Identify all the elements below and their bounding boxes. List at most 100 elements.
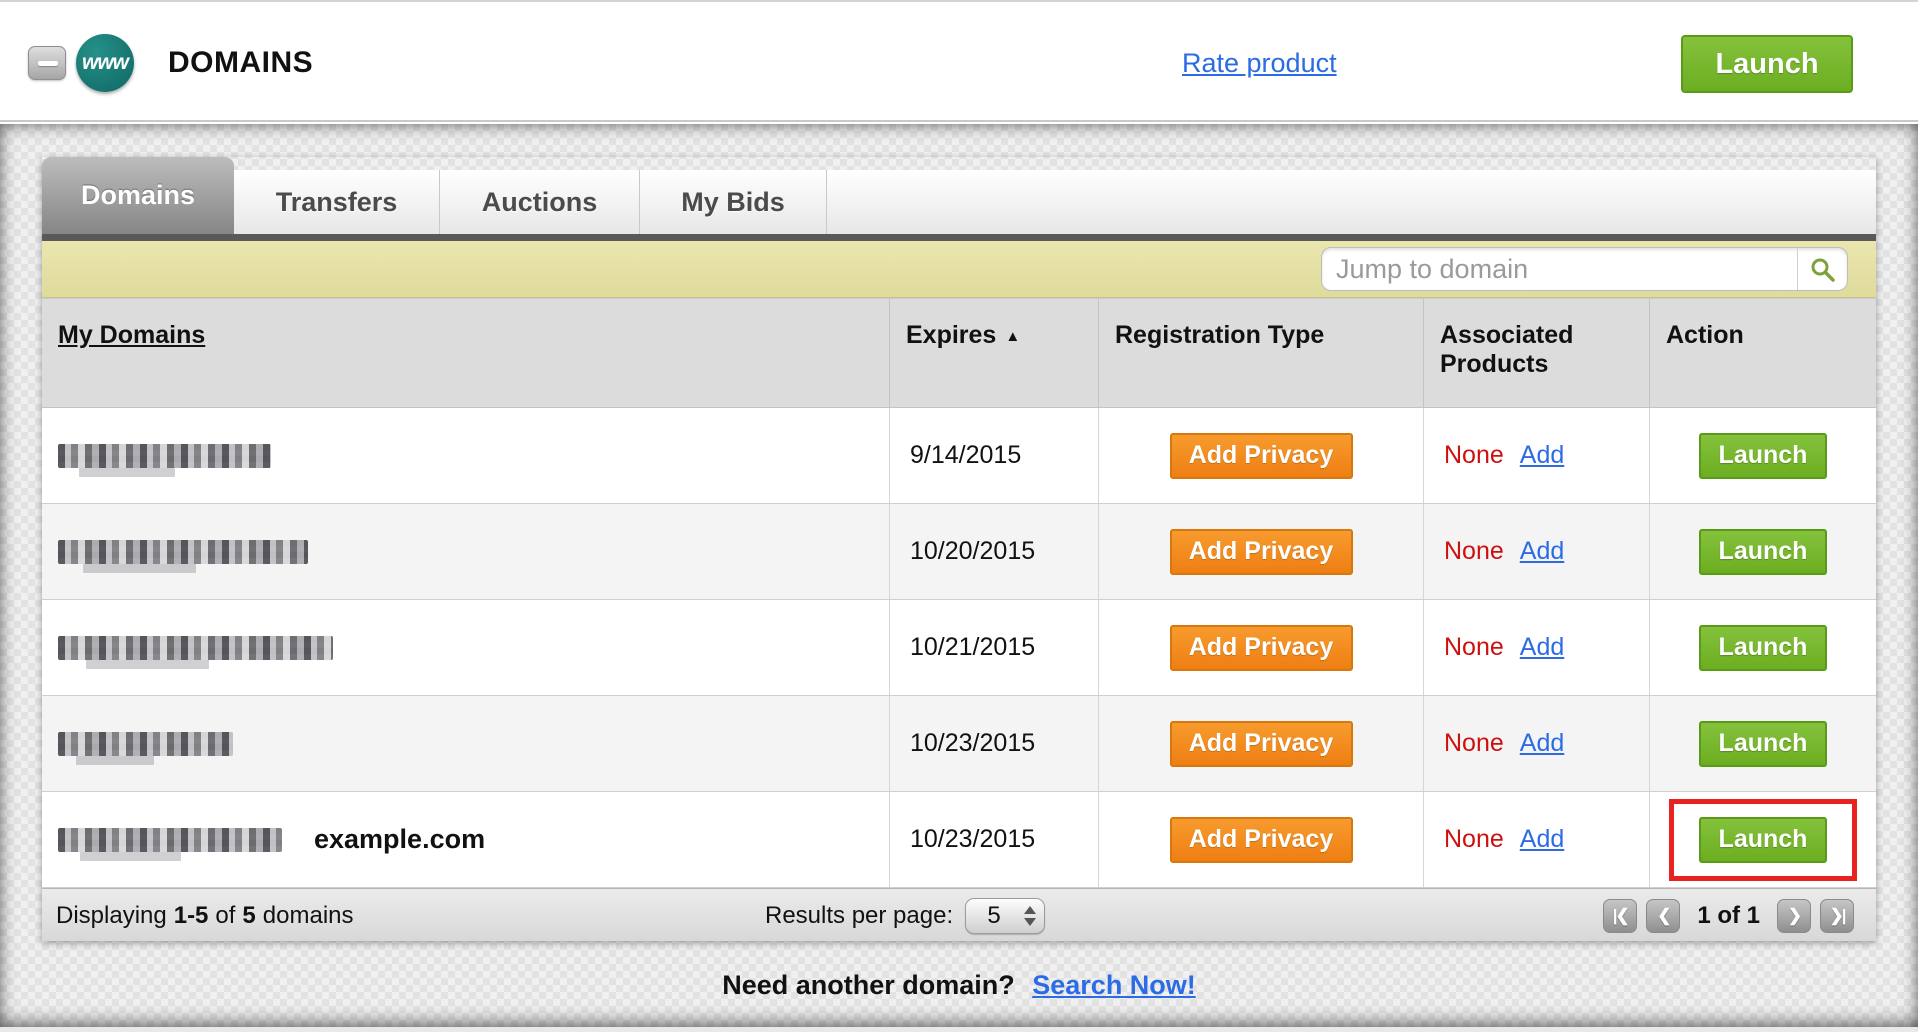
jump-to-domain-box: [1321, 247, 1848, 291]
search-icon: [1811, 258, 1835, 282]
jump-to-domain-input[interactable]: [1322, 248, 1797, 290]
registration-type-cell: Add Privacy: [1099, 600, 1424, 695]
associated-add-link[interactable]: Add: [1519, 537, 1565, 565]
domains-panel: Domains Transfers Auctions My Bids: [42, 157, 1876, 941]
action-cell: Launch: [1650, 696, 1876, 791]
table-header: My Domains Expires ▲ Registration Type As…: [42, 298, 1876, 408]
associated-add-link[interactable]: Add: [1519, 825, 1565, 853]
expires-cell: 10/20/2015: [890, 504, 1099, 599]
masked-domain: [58, 827, 282, 861]
expires-cell: 10/23/2015: [890, 792, 1099, 887]
table-row: 10/23/2015 Add Privacy None Add Launch: [42, 696, 1876, 792]
results-per-page-label: Results per page:: [765, 901, 954, 929]
associated-none-value: None: [1444, 633, 1504, 661]
associated-none-value: None: [1444, 441, 1504, 469]
next-page-button[interactable]: ❯: [1777, 898, 1811, 933]
column-action: Action: [1666, 321, 1744, 349]
minus-icon: [38, 61, 58, 66]
tab-transfers[interactable]: Transfers: [234, 170, 440, 234]
domain-annotation: example.com: [314, 824, 486, 854]
registration-type-cell: Add Privacy: [1099, 696, 1424, 791]
logo-www-text: www: [81, 51, 129, 74]
domain-cell: [42, 504, 890, 599]
add-privacy-button[interactable]: Add Privacy: [1169, 624, 1353, 671]
previous-page-button[interactable]: ❮: [1646, 898, 1681, 933]
displaying-prefix: Displaying: [56, 901, 167, 929]
action-cell: Launch: [1650, 408, 1876, 503]
search-button[interactable]: [1797, 248, 1847, 290]
add-privacy-button[interactable]: Add Privacy: [1169, 720, 1353, 767]
first-page-button[interactable]: |❮: [1603, 898, 1638, 933]
need-domain-text: Need another domain?: [722, 970, 1015, 1000]
sort-ascending-icon: ▲: [1005, 328, 1021, 345]
domain-cell: example.com: [42, 792, 890, 887]
masked-domain: [58, 539, 308, 573]
tab-domains[interactable]: Domains: [42, 157, 234, 234]
action-cell: Launch: [1650, 600, 1876, 695]
table-row: 9/14/2015 Add Privacy None Add Launch: [42, 408, 1876, 504]
associated-add-link[interactable]: Add: [1519, 441, 1565, 469]
associated-none-value: None: [1444, 825, 1504, 853]
column-associated-products: Associated Products: [1424, 299, 1650, 407]
associated-none-value: None: [1444, 537, 1504, 565]
registration-type-cell: Add Privacy: [1099, 408, 1424, 503]
launch-button[interactable]: Launch: [1699, 528, 1827, 575]
table-row: 10/21/2015 Add Privacy None Add Launch: [42, 600, 1876, 696]
collapse-module-button[interactable]: [28, 46, 66, 80]
column-my-domains: My Domains: [42, 299, 890, 407]
displaying-suffix: domains: [262, 901, 354, 929]
displaying-status: Displaying 1-5 of 5 domains: [56, 889, 361, 942]
launch-button[interactable]: Launch: [1699, 816, 1827, 863]
pagination: |❮ ❮ 1 of 1 ❯ ❯|: [1603, 889, 1854, 942]
displaying-of: of: [215, 901, 236, 929]
displaying-range: 1-5: [173, 901, 209, 929]
registration-type-cell: Add Privacy: [1099, 792, 1424, 887]
launch-button[interactable]: Launch: [1699, 432, 1827, 479]
associated-add-link[interactable]: Add: [1519, 633, 1565, 661]
domain-cell: [42, 696, 890, 791]
action-cell: Launch: [1650, 792, 1876, 887]
table-row: example.com 10/23/2015 Add Privacy None …: [42, 792, 1876, 888]
table-row: 10/20/2015 Add Privacy None Add Launch: [42, 504, 1876, 600]
domain-cell: [42, 600, 890, 695]
page-title: DOMAINS: [168, 46, 314, 79]
column-expires[interactable]: Expires ▲: [890, 299, 1099, 407]
masked-domain: [58, 443, 271, 477]
table-footer: Displaying 1-5 of 5 domains Results per …: [42, 888, 1876, 941]
domains-logo: www: [76, 34, 134, 92]
expires-cell: 10/23/2015: [890, 696, 1099, 791]
associated-products-cell: None Add: [1424, 504, 1650, 599]
associated-add-link[interactable]: Add: [1519, 729, 1565, 757]
last-page-button[interactable]: ❯|: [1820, 898, 1854, 933]
table-body: 9/14/2015 Add Privacy None Add Launch 10…: [42, 408, 1876, 888]
masked-domain: [58, 731, 233, 765]
tab-bar: Domains Transfers Auctions My Bids: [42, 157, 1876, 234]
search-now-link[interactable]: Search Now!: [1032, 970, 1196, 1000]
rate-product-link[interactable]: Rate product: [1182, 48, 1337, 78]
associated-products-cell: None Add: [1424, 792, 1650, 887]
launch-button[interactable]: Launch: [1699, 720, 1827, 767]
tab-bar-divider: [42, 234, 1876, 241]
domains-module: Domains Transfers Auctions My Bids: [0, 124, 1918, 1027]
domain-cell: [42, 408, 890, 503]
expires-label: Expires: [906, 321, 997, 349]
column-registration-type: Registration Type: [1099, 299, 1424, 407]
tab-auctions[interactable]: Auctions: [440, 170, 640, 234]
associated-products-cell: None Add: [1424, 408, 1650, 503]
registration-type-cell: Add Privacy: [1099, 504, 1424, 599]
page-indicator: 1 of 1: [1697, 901, 1760, 929]
action-cell: Launch: [1650, 504, 1876, 599]
my-domains-sort-link[interactable]: My Domains: [58, 321, 206, 349]
highlight-box: Launch: [1669, 798, 1857, 881]
add-privacy-button[interactable]: Add Privacy: [1169, 528, 1353, 575]
results-per-page-select[interactable]: 5: [965, 897, 1046, 934]
add-privacy-button[interactable]: Add Privacy: [1169, 432, 1353, 479]
tab-my-bids[interactable]: My Bids: [640, 170, 827, 234]
add-privacy-button[interactable]: Add Privacy: [1169, 816, 1353, 863]
launch-button[interactable]: Launch: [1699, 624, 1827, 671]
launch-button-header[interactable]: Launch: [1681, 35, 1853, 93]
need-another-domain: Need another domain? Search Now!: [0, 970, 1918, 1001]
associated-products-cell: None Add: [1424, 696, 1650, 791]
results-per-page-value: 5: [987, 901, 1001, 929]
